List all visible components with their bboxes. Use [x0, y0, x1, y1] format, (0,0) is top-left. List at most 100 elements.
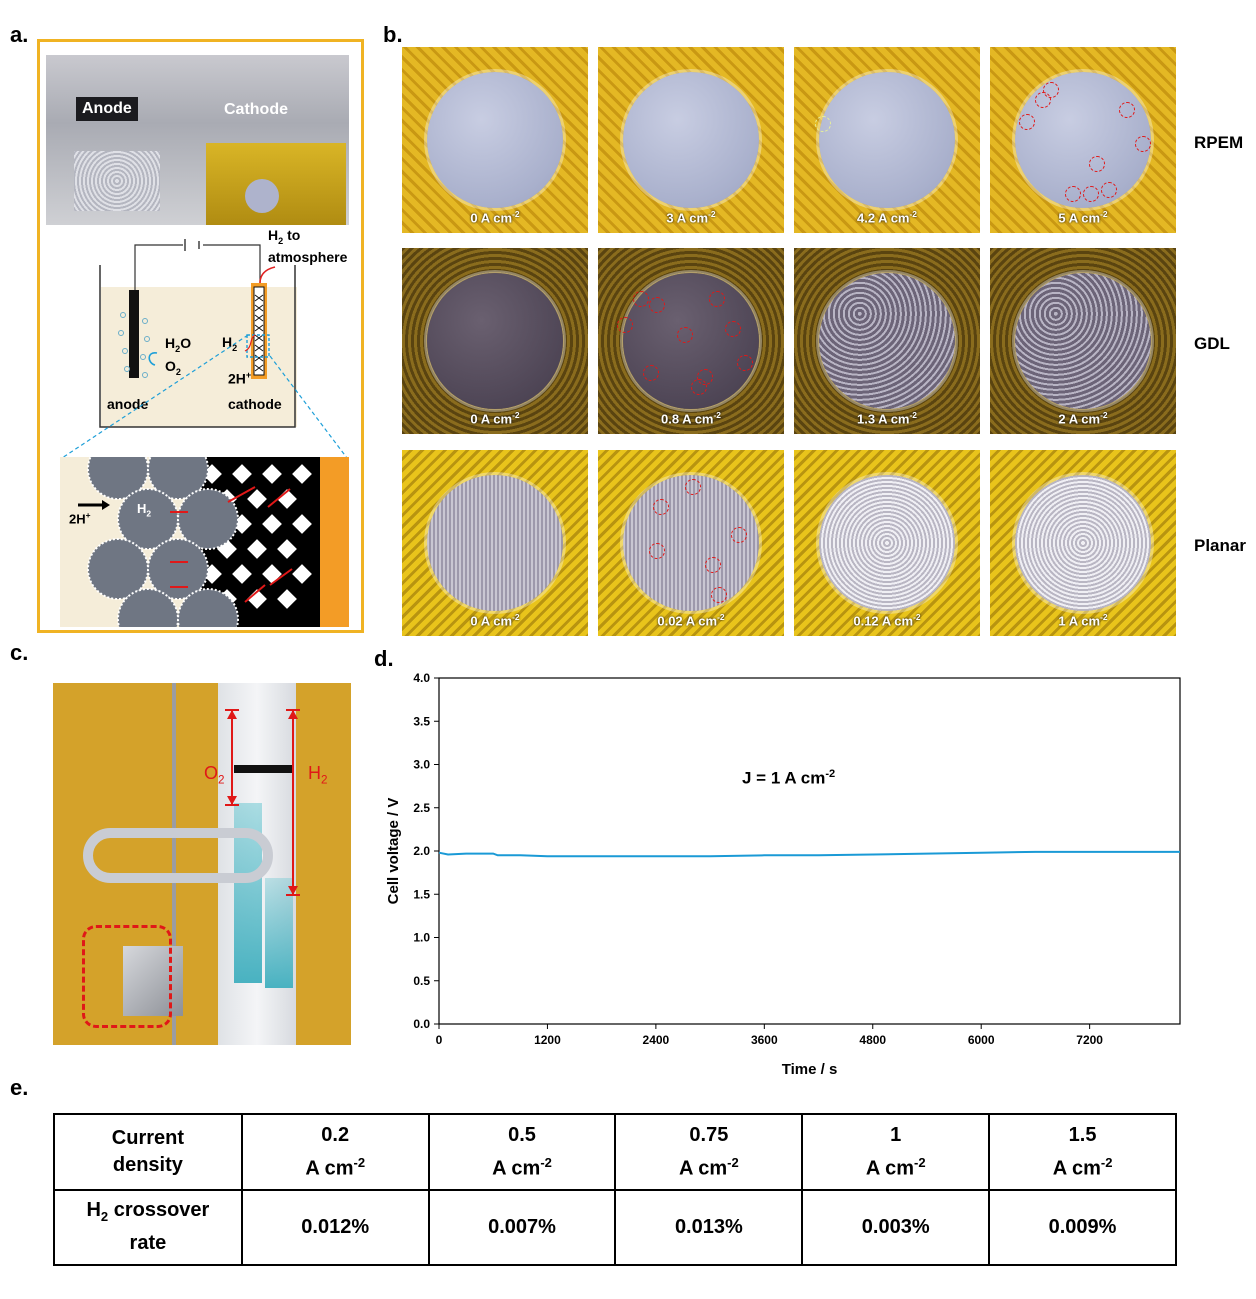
panel-label-b: b. — [383, 22, 403, 47]
current-density-caption: 3 A cm-2 — [666, 208, 716, 225]
cathode-mesh — [253, 286, 265, 376]
zoom-proton-label: 2H+ — [69, 510, 91, 527]
header-cell: 1.5 A cm-2 — [988, 1113, 1177, 1191]
clamp-holder — [83, 828, 273, 883]
rate-cell: 0.007% — [427, 1188, 617, 1267]
bubble-marker — [1065, 186, 1081, 202]
bubble-marker — [649, 297, 665, 313]
y-tick-label: 2.0 — [413, 844, 430, 858]
zoom-guides — [61, 334, 348, 459]
electrode-disc — [623, 72, 759, 208]
water-arrow — [148, 352, 158, 366]
crossover-table: Current density 0.2 A cm-2 0.5 A cm-2 0.75 A… — [53, 1113, 1177, 1267]
y-tick-label: 3.0 — [413, 758, 430, 772]
h2-path-arrow — [244, 334, 256, 352]
stand-rod — [172, 683, 176, 1045]
x-tick-label: 2400 — [643, 1033, 670, 1047]
highlight-box — [82, 925, 172, 1028]
bubble-photo: 1.3 A cm-2 — [794, 248, 980, 434]
bubble-marker — [1135, 136, 1151, 152]
mesh-hatch — [254, 294, 264, 372]
bubble-photo: 0 A cm-2 — [402, 47, 588, 233]
zoom-box — [246, 334, 270, 358]
circuit-wire — [134, 244, 261, 290]
column-clamp — [234, 765, 292, 773]
panel-label-d: d. — [374, 646, 394, 671]
cathode-electrolyte — [265, 878, 293, 988]
anode-mesh — [74, 151, 160, 211]
electrode-disc — [1015, 475, 1151, 611]
y-axis-label: Cell voltage / V — [385, 798, 402, 905]
h2-flow-arrows — [170, 486, 293, 603]
bubble-marker — [815, 116, 831, 132]
current-density-annotation: J = 1 A cm-2 — [742, 768, 836, 788]
panel-label-a: a. — [10, 22, 29, 47]
current-collector — [320, 457, 349, 627]
current-density-caption: 1.3 A cm-2 — [856, 409, 918, 426]
y-tick-label: 0.0 — [413, 1017, 430, 1031]
h2-volume-label: H2 — [308, 763, 328, 787]
y-tick-label: 2.5 — [413, 801, 430, 815]
current-density-caption: 0.12 A cm-2 — [853, 611, 921, 628]
header-cell: 0.2 A cm-2 — [240, 1113, 430, 1191]
zoom-h2-label: H2 — [137, 501, 152, 519]
current-density-caption: 0 A cm-2 — [470, 208, 520, 225]
row-label-rpem: RPEM — [1194, 133, 1244, 152]
rate-cell: 0.009% — [988, 1188, 1177, 1267]
current-density-caption: 0 A cm-2 — [470, 611, 520, 628]
bubble-photo: 0 A cm-2 — [402, 248, 588, 434]
cathode-disc — [245, 179, 279, 213]
bubble-photo: 0.02 A cm-2 — [598, 450, 784, 636]
proton-label: 2H+ — [228, 370, 252, 387]
cathode-label: cathode — [228, 396, 282, 412]
row-label-planar: Planar — [1194, 536, 1246, 555]
electrolyzer-clamp — [123, 946, 183, 1016]
rate-cell: 0.003% — [801, 1188, 991, 1267]
catalyst-particles — [87, 457, 239, 627]
row-label-gdl: GDL — [1194, 334, 1230, 353]
cell-schematic — [99, 239, 297, 428]
electrode-disc — [1015, 273, 1151, 409]
hydrogen-label: H2 — [222, 334, 238, 353]
bubble-photo: 4.2 A cm-2 — [794, 47, 980, 233]
y-tick-label: 1.5 — [413, 887, 430, 901]
gas-volume-markers — [225, 709, 300, 896]
h2-to-atmosphere-label: H2 to atmosphere — [268, 227, 348, 265]
x-tick-label: 0 — [436, 1033, 443, 1047]
cathode-photo-label: Cathode — [224, 101, 288, 118]
bubble-photo: 5 A cm-2 — [990, 47, 1176, 233]
bubble-marker — [709, 291, 725, 307]
current-density-caption: 2 A cm-2 — [1058, 409, 1108, 426]
bubble-photo: 0.8 A cm-2 — [598, 248, 784, 434]
bubble-marker — [1043, 82, 1059, 98]
electrode-disc — [427, 273, 563, 409]
panel-label-c: c. — [10, 640, 29, 665]
bubble-marker — [1101, 182, 1117, 198]
bubble-marker — [1083, 186, 1099, 202]
anode-photo-label: Anode — [76, 97, 138, 121]
rate-cell: 0.012% — [240, 1188, 430, 1267]
h2-release-arrow — [259, 266, 276, 284]
bubble-photo: 1 A cm-2 — [990, 450, 1176, 636]
anode-electrode — [129, 290, 139, 378]
bubble-marker — [691, 379, 707, 395]
water-label: H2O — [165, 335, 192, 354]
bubble-marker — [1119, 102, 1135, 118]
x-tick-label: 4800 — [859, 1033, 886, 1047]
bubble-marker — [643, 365, 659, 381]
current-density-caption: 0 A cm-2 — [470, 409, 520, 426]
electrode-disc — [819, 475, 955, 611]
bubble-marker — [677, 327, 693, 343]
x-tick-label: 6000 — [968, 1033, 995, 1047]
bubble-marker — [653, 499, 669, 515]
table-row: H2 crossover rate 0.012% 0.007% 0.013% 0.… — [53, 1188, 1177, 1267]
current-density-caption: 1 A cm-2 — [1058, 611, 1108, 628]
bubble-marker — [1089, 156, 1105, 172]
oxygen-bubbles — [118, 312, 150, 378]
panel-a-frame — [37, 39, 364, 633]
oxygen-label: O2 — [165, 358, 181, 377]
bubble-photo: 0 A cm-2 — [402, 450, 588, 636]
electrode-disc — [427, 72, 563, 208]
bubble-marker — [685, 479, 701, 495]
x-tick-label: 1200 — [534, 1033, 561, 1047]
